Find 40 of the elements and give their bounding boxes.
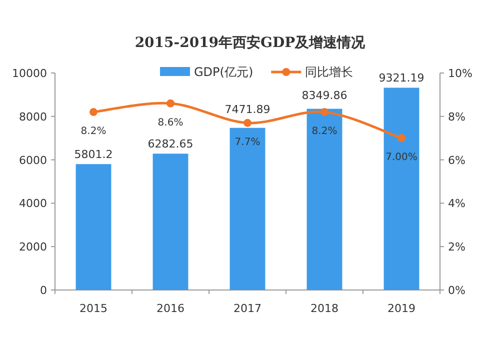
y-tick-label: 10000: [12, 67, 47, 80]
x-tick-label: 2018: [310, 302, 338, 315]
data-label: 8.6%: [158, 117, 184, 128]
data-label: 8349.86: [302, 88, 348, 102]
y2-tick-label: 4%: [448, 197, 466, 210]
bar: [384, 88, 420, 290]
data-label: 8.2%: [80, 126, 106, 138]
y2-tick-label: 0%: [448, 284, 466, 297]
legend-label: GDP(亿元): [194, 65, 254, 79]
point: [244, 118, 252, 127]
data-label: 5801.2: [74, 148, 113, 162]
point: [166, 99, 174, 108]
y2-tick-label: 6%: [448, 154, 466, 167]
data-label: 7.00%: [386, 152, 418, 164]
bar: [152, 154, 188, 290]
x-tick-label: 2015: [80, 302, 108, 315]
bar: [306, 108, 342, 290]
bar: [76, 164, 112, 290]
y-tick-label: 6000: [19, 154, 47, 167]
y-tick-label: 2000: [19, 240, 47, 254]
data-label: 8.2%: [312, 126, 338, 138]
data-label: 6282.65: [148, 138, 194, 151]
chart-title: 2015-2019年西安GDP及增速情况: [134, 34, 366, 51]
legend-label: 同比增长: [305, 65, 354, 79]
y2-tick-label: 8%: [448, 110, 466, 124]
x-tick-label: 2017: [234, 302, 262, 315]
y2-tick-label: 10%: [448, 67, 472, 80]
data-label: 7471.89: [224, 102, 270, 116]
point: [398, 134, 406, 142]
data-label: 7.7%: [234, 136, 260, 148]
y2-tick-label: 2%: [448, 240, 466, 254]
y-tick-label: 0: [40, 284, 47, 297]
bar: [230, 128, 266, 290]
point: [320, 108, 328, 116]
x-tick-label: 2016: [156, 302, 184, 315]
y-tick-label: 8000: [19, 110, 47, 124]
x-tick-label: 2019: [388, 302, 416, 315]
data-label: 9321.19: [378, 72, 424, 85]
point: [90, 108, 98, 116]
y-tick-label: 4000: [19, 197, 47, 210]
